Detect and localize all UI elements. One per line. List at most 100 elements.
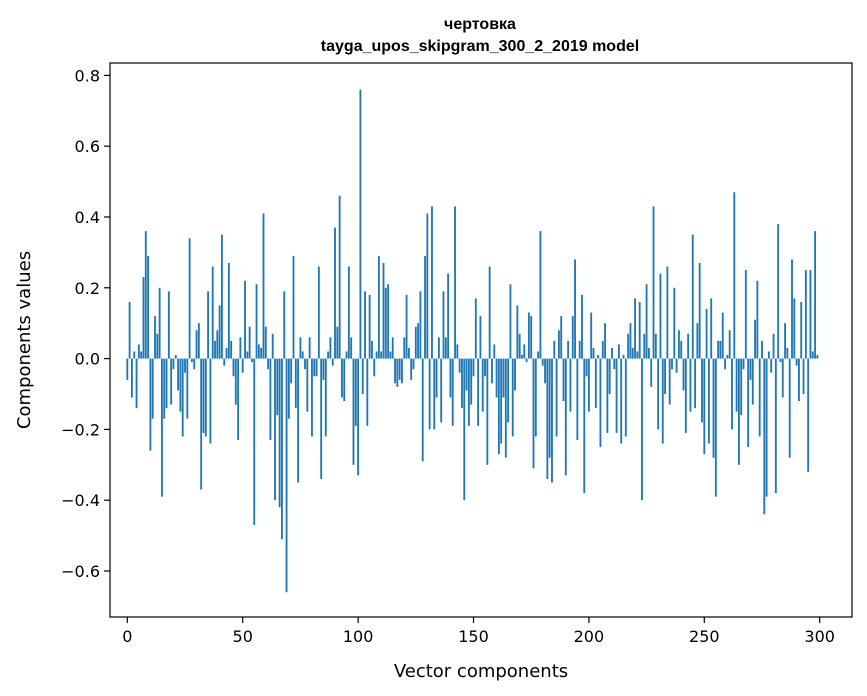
bar-78	[306, 358, 309, 412]
bar-253	[710, 298, 713, 359]
bar-119	[401, 358, 403, 384]
bar-160	[495, 358, 498, 398]
bar-242	[684, 358, 687, 433]
bar-61	[267, 358, 270, 370]
bar-227	[650, 358, 653, 387]
bar-58	[260, 347, 263, 359]
bar-95	[345, 351, 348, 359]
bar-32	[200, 358, 203, 490]
bar-250	[703, 358, 706, 455]
bar-106	[371, 340, 373, 359]
bar-210	[611, 347, 613, 359]
bar-42	[223, 358, 226, 366]
bar-169	[516, 305, 519, 359]
bar-281	[774, 358, 777, 494]
bar-279	[770, 358, 773, 373]
bar-190	[564, 358, 567, 476]
bar-293	[802, 358, 805, 394]
bar-173	[525, 358, 528, 363]
bar-258	[721, 312, 724, 359]
bar-287	[788, 358, 791, 458]
bar-46	[232, 358, 235, 377]
bar-116	[394, 358, 396, 384]
bar-254	[712, 358, 715, 458]
bar-159	[493, 344, 496, 359]
bar-263	[733, 192, 736, 359]
x-tick-label: 300	[804, 627, 835, 646]
bar-31	[197, 323, 200, 359]
bar-195	[576, 358, 579, 440]
bar-57	[257, 344, 260, 359]
bar-51	[244, 280, 246, 359]
bar-273	[756, 280, 759, 359]
bar-140	[449, 358, 452, 398]
bar-212	[615, 358, 618, 433]
bar-126	[417, 323, 420, 359]
bar-54	[251, 358, 253, 363]
bar-145	[461, 358, 463, 409]
bar-167	[511, 358, 514, 437]
bar-271	[751, 358, 754, 405]
bars-group	[126, 89, 819, 593]
bar-109	[377, 255, 380, 359]
bar-266	[740, 358, 743, 416]
bar-30	[195, 330, 198, 359]
bar-231	[659, 273, 662, 359]
bar-110	[380, 351, 383, 359]
bar-199	[585, 358, 588, 377]
bar-130	[426, 213, 429, 359]
bar-189	[562, 358, 565, 402]
bar-215	[622, 355, 625, 359]
bar-83	[317, 266, 320, 359]
x-tick-label: 0	[122, 627, 132, 646]
bar-25	[184, 358, 186, 373]
bar-15	[161, 358, 163, 497]
bar-235	[668, 358, 671, 405]
bar-205	[599, 358, 602, 448]
x-tick-label: 150	[458, 627, 489, 646]
bar-249	[701, 358, 703, 423]
bar-232	[661, 358, 664, 444]
bar-53	[248, 326, 251, 359]
bar-157	[488, 266, 491, 359]
bar-289	[793, 298, 796, 359]
bar-161	[497, 358, 500, 455]
bar-143	[456, 344, 459, 359]
bar-41	[221, 234, 223, 359]
bar-207	[604, 323, 606, 359]
bar-120	[403, 337, 406, 359]
y-tick-label: 0.4	[75, 208, 100, 227]
bar-94	[343, 358, 346, 402]
bar-284	[781, 358, 784, 398]
bar-223	[641, 358, 643, 501]
bar-73	[294, 358, 297, 409]
bar-218	[629, 323, 632, 359]
bar-255	[714, 358, 717, 497]
bar-92	[338, 195, 341, 359]
y-tick-label: 0.0	[75, 350, 100, 369]
bar-240	[680, 340, 683, 359]
bar-111	[382, 263, 385, 359]
bar-256	[717, 340, 720, 359]
bar-149	[470, 358, 473, 405]
bar-247	[696, 323, 699, 359]
bar-7	[142, 277, 145, 359]
bar-196	[578, 340, 581, 359]
bar-55	[253, 358, 256, 525]
bar-124	[412, 358, 415, 370]
bar-248	[698, 263, 701, 359]
bar-98	[352, 358, 355, 465]
bar-203	[594, 358, 597, 409]
bar-283	[779, 358, 782, 363]
bar-219	[631, 347, 634, 359]
bar-134	[435, 358, 438, 398]
bar-59	[262, 213, 265, 359]
bar-257	[719, 340, 722, 359]
bar-290	[795, 358, 798, 366]
bar-162	[500, 358, 503, 444]
bar-121	[405, 294, 408, 359]
bar-139	[447, 273, 450, 359]
bar-294	[804, 270, 807, 359]
bar-224	[643, 333, 646, 359]
bar-50	[241, 358, 244, 373]
